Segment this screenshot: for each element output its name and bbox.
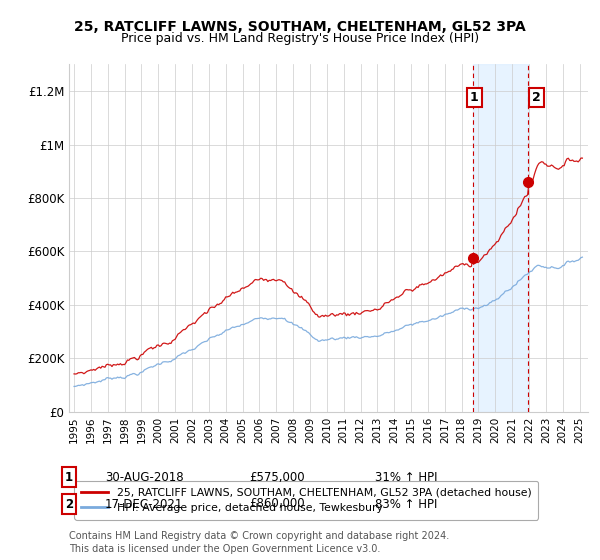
Text: 83% ↑ HPI: 83% ↑ HPI [375, 497, 437, 511]
Text: 1: 1 [470, 91, 479, 104]
Text: 1: 1 [65, 470, 73, 484]
Legend: 25, RATCLIFF LAWNS, SOUTHAM, CHELTENHAM, GL52 3PA (detached house), HPI: Average: 25, RATCLIFF LAWNS, SOUTHAM, CHELTENHAM,… [74, 481, 538, 520]
Text: Contains HM Land Registry data © Crown copyright and database right 2024.
This d: Contains HM Land Registry data © Crown c… [69, 531, 449, 554]
Text: £860,000: £860,000 [249, 497, 305, 511]
Text: Price paid vs. HM Land Registry's House Price Index (HPI): Price paid vs. HM Land Registry's House … [121, 32, 479, 45]
Text: 17-DEC-2021: 17-DEC-2021 [105, 497, 184, 511]
Text: 2: 2 [532, 91, 541, 104]
Bar [473, 64, 529, 412]
Text: 31% ↑ HPI: 31% ↑ HPI [375, 470, 437, 484]
Text: £575,000: £575,000 [249, 470, 305, 484]
Text: 25, RATCLIFF LAWNS, SOUTHAM, CHELTENHAM, GL52 3PA: 25, RATCLIFF LAWNS, SOUTHAM, CHELTENHAM,… [74, 20, 526, 34]
Text: 30-AUG-2018: 30-AUG-2018 [105, 470, 184, 484]
Text: 2: 2 [65, 497, 73, 511]
